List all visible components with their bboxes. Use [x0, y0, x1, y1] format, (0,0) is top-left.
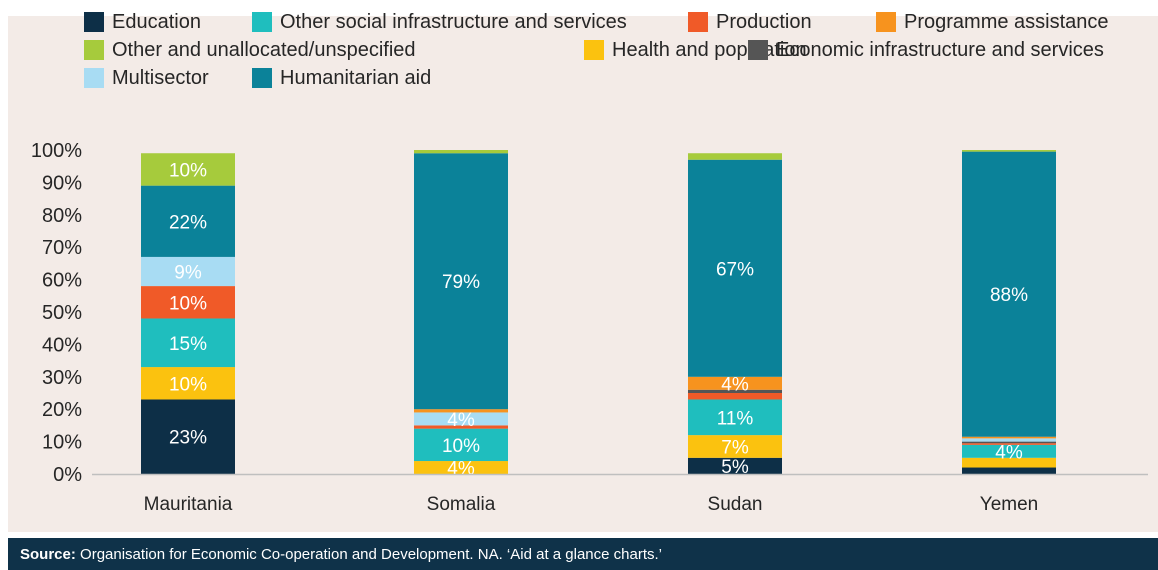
y-tick-label: 30%	[42, 367, 82, 389]
y-tick-label: 0%	[53, 464, 82, 486]
bar-segment	[414, 409, 508, 413]
bar-segment	[414, 428, 508, 462]
bar-segment	[141, 367, 235, 400]
legend-swatch	[84, 12, 104, 32]
data-label: 4%	[447, 410, 475, 431]
bar-segment	[141, 399, 235, 474]
chart-legend: Education Other social infrastructure and…	[8, 11, 1158, 126]
bar-segment	[688, 153, 782, 160]
legend-label: Economic infrastructure and services	[776, 38, 1104, 61]
data-label: 4%	[721, 374, 749, 395]
y-tick-label: 60%	[42, 270, 82, 292]
legend-item: Multisector	[84, 66, 209, 90]
legend-label: Production	[716, 10, 812, 33]
bar-segment	[688, 159, 782, 377]
bar-segment	[962, 438, 1056, 442]
y-tick-label: 10%	[42, 432, 82, 454]
data-label: 10%	[169, 374, 207, 395]
legend-swatch	[584, 40, 604, 60]
data-label: 5%	[721, 457, 749, 478]
bar-segment	[414, 412, 508, 426]
bar-segment	[141, 153, 235, 186]
bar-segment	[414, 461, 508, 474]
legend-swatch	[84, 68, 104, 88]
data-label: 4%	[447, 459, 475, 480]
data-label: 10%	[442, 436, 480, 457]
data-label: 7%	[721, 437, 749, 458]
legend-label: Programme assistance	[904, 10, 1109, 33]
data-label: 4%	[995, 442, 1023, 463]
y-tick-label: 40%	[42, 334, 82, 356]
bar-segment	[141, 318, 235, 368]
bar-segment	[688, 376, 782, 390]
source-text: Organisation for Economic Co-operation a…	[80, 545, 662, 563]
bar-segment	[141, 286, 235, 319]
bar-segment	[962, 467, 1056, 474]
bar-segment	[962, 150, 1056, 152]
bar-segment	[688, 393, 782, 400]
y-tick-label: 80%	[42, 205, 82, 227]
legend-swatch	[876, 12, 896, 32]
x-category-label: Yemen	[980, 494, 1038, 515]
legend-label: Multisector	[112, 66, 209, 89]
x-category-label: Somalia	[427, 494, 496, 515]
legend-swatch	[84, 40, 104, 60]
data-label: 67%	[716, 259, 754, 280]
legend-label: Humanitarian aid	[280, 66, 432, 89]
data-label: 79%	[442, 272, 480, 293]
bar-segment	[688, 399, 782, 436]
bar-segment	[962, 436, 1056, 439]
bar-segment	[414, 425, 508, 429]
source-footer: Source: Organisation for Economic Co-ope…	[8, 538, 1158, 570]
bar-segment	[688, 389, 782, 393]
data-label: 10%	[169, 293, 207, 314]
y-tick-label: 20%	[42, 399, 82, 421]
bar-segment	[962, 151, 1056, 437]
data-label: 15%	[169, 334, 207, 355]
legend-item: Humanitarian aid	[252, 66, 431, 90]
bar-segment	[688, 435, 782, 458]
bar-segment	[962, 444, 1056, 458]
data-label: 11%	[717, 408, 754, 429]
legend-label: Other social infrastructure and services	[280, 10, 627, 33]
legend-item: Education	[84, 10, 201, 34]
bar-segment	[962, 443, 1056, 445]
bar-segment	[141, 256, 235, 287]
data-label: 22%	[169, 212, 207, 233]
legend-swatch	[688, 12, 708, 32]
data-label: 23%	[169, 428, 207, 449]
y-tick-label: 50%	[42, 302, 82, 324]
source-label: Source:	[20, 545, 76, 563]
bar-segment	[414, 153, 508, 410]
legend-label: Other and unallocated/unspecified	[112, 38, 416, 61]
legend-item: Production	[688, 10, 812, 34]
legend-item: Other social infrastructure and services	[252, 10, 627, 34]
y-tick-label: 70%	[42, 237, 82, 259]
y-tick-label: 100%	[31, 140, 82, 162]
legend-item: Economic infrastructure and services	[748, 38, 1104, 62]
legend-item: Programme assistance	[876, 10, 1109, 34]
x-category-label: Mauritania	[144, 494, 233, 515]
bar-segment	[962, 457, 1056, 468]
x-category-label: Sudan	[708, 494, 763, 515]
legend-item: Other and unallocated/unspecified	[84, 38, 416, 62]
data-label: 10%	[169, 160, 207, 181]
legend-swatch	[252, 12, 272, 32]
bar-segment	[414, 150, 508, 154]
legend-label: Education	[112, 10, 201, 33]
data-label: 9%	[174, 263, 202, 284]
data-label: 88%	[990, 285, 1028, 306]
y-tick-label: 90%	[42, 172, 82, 194]
bar-segment	[688, 457, 782, 474]
legend-swatch	[748, 40, 768, 60]
legend-swatch	[252, 68, 272, 88]
bar-segment	[962, 441, 1056, 444]
bar-segment	[141, 185, 235, 257]
